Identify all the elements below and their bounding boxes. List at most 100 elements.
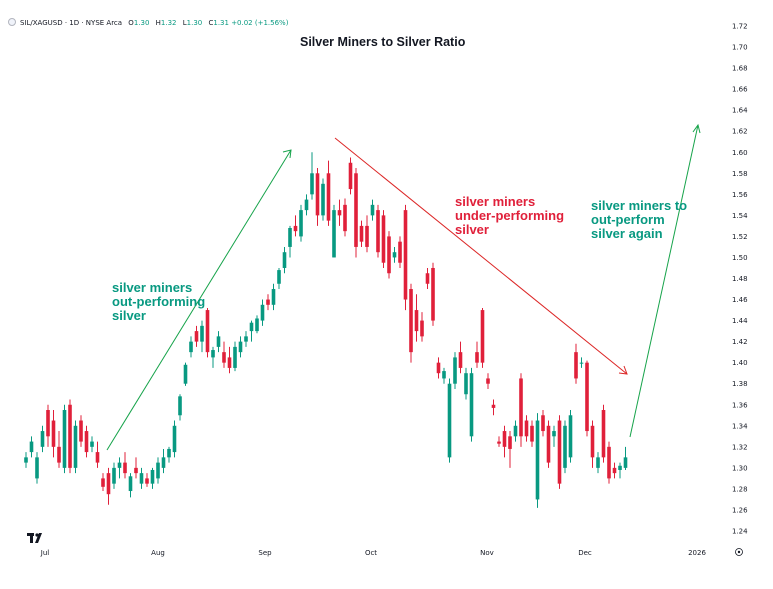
candle bbox=[513, 420, 518, 442]
close-label: C bbox=[208, 19, 214, 27]
candle-body bbox=[568, 415, 573, 458]
candle-body bbox=[304, 199, 309, 211]
candle bbox=[491, 399, 496, 416]
low-value: 1.30 bbox=[186, 19, 203, 27]
candle-body bbox=[546, 425, 551, 463]
candle-body bbox=[29, 441, 34, 453]
candle bbox=[79, 415, 83, 447]
candle-body bbox=[535, 420, 540, 500]
high-value: 1.32 bbox=[160, 19, 177, 27]
annotation-line: under-performing bbox=[455, 208, 565, 223]
candle-body bbox=[519, 378, 523, 437]
candle bbox=[612, 462, 617, 479]
candle bbox=[370, 199, 375, 221]
annotation-line: silver again bbox=[591, 226, 663, 241]
candle-body bbox=[222, 352, 226, 363]
candle-body bbox=[497, 441, 501, 444]
annotation-line: silver bbox=[455, 222, 489, 237]
candle bbox=[425, 267, 430, 290]
candle-body bbox=[178, 396, 182, 416]
candle-body bbox=[62, 410, 67, 468]
candle bbox=[354, 168, 358, 258]
candle bbox=[222, 341, 226, 368]
y-tick-label: 1.68 bbox=[732, 65, 748, 73]
y-tick-label: 1.70 bbox=[732, 44, 748, 52]
candle-body bbox=[238, 341, 243, 353]
candle bbox=[200, 320, 204, 353]
trend-arrows bbox=[106, 123, 701, 451]
candle bbox=[46, 404, 50, 447]
candle-body bbox=[134, 467, 138, 474]
candle-body bbox=[354, 173, 358, 247]
candle bbox=[90, 436, 94, 453]
annotation-underperforming: silver miners under-performing silver bbox=[455, 195, 564, 237]
candles-group bbox=[24, 152, 628, 508]
candle bbox=[508, 431, 512, 468]
candle-body bbox=[469, 373, 474, 437]
candle-body bbox=[315, 173, 320, 216]
candle-body bbox=[343, 204, 347, 232]
candle-body bbox=[579, 362, 584, 364]
candle-body bbox=[73, 425, 78, 468]
candle-body bbox=[596, 457, 600, 468]
candle bbox=[596, 452, 600, 474]
candle-body bbox=[244, 336, 248, 342]
candle-body bbox=[409, 289, 413, 353]
uptrend-arrow-left bbox=[106, 149, 292, 451]
candle-body bbox=[211, 350, 215, 358]
candle bbox=[139, 467, 144, 489]
candle-body bbox=[447, 383, 452, 458]
candle bbox=[557, 415, 562, 489]
candle-body bbox=[79, 420, 83, 442]
candle bbox=[277, 267, 281, 290]
candle-body bbox=[101, 478, 105, 487]
candle-body bbox=[266, 299, 270, 305]
candle bbox=[112, 462, 116, 489]
candle bbox=[480, 307, 485, 368]
candle-body bbox=[40, 431, 45, 447]
candle-body bbox=[46, 410, 50, 437]
candle-body bbox=[167, 448, 171, 458]
candle-body bbox=[216, 336, 221, 347]
candle-body bbox=[601, 410, 606, 458]
candle bbox=[458, 341, 463, 374]
candle-body bbox=[420, 320, 424, 337]
tradingview-logo-icon[interactable] bbox=[27, 532, 45, 546]
candle bbox=[502, 425, 507, 458]
candle-body bbox=[194, 331, 199, 342]
candle bbox=[326, 160, 331, 226]
candle-body bbox=[502, 431, 507, 447]
x-tick-label: Dec bbox=[578, 549, 592, 557]
candle bbox=[359, 220, 364, 247]
y-tick-label: 1.32 bbox=[732, 443, 748, 451]
annotation-line: silver miners bbox=[112, 280, 193, 295]
annotation-line: out-perform bbox=[591, 212, 665, 227]
candle bbox=[266, 294, 270, 311]
candle-body bbox=[106, 473, 111, 495]
open-value: 1.30 bbox=[133, 19, 150, 27]
y-tick-label: 1.48 bbox=[732, 275, 748, 283]
candle bbox=[398, 236, 402, 268]
candle-body bbox=[612, 467, 617, 474]
candle-body bbox=[150, 469, 155, 484]
candle bbox=[211, 346, 215, 368]
candle-body bbox=[491, 404, 496, 408]
candle-body bbox=[277, 270, 281, 284]
settings-icon[interactable] bbox=[735, 548, 743, 556]
candle bbox=[288, 225, 292, 258]
candle bbox=[40, 425, 45, 453]
candle bbox=[282, 246, 287, 274]
candle-body bbox=[68, 404, 72, 468]
candle bbox=[524, 415, 529, 442]
candle-body bbox=[486, 378, 490, 384]
y-tick-label: 1.34 bbox=[732, 422, 748, 430]
candle-body bbox=[557, 420, 562, 484]
low-label: L bbox=[182, 19, 187, 27]
candle bbox=[117, 457, 122, 479]
chart-title: Silver Miners to Silver Ratio bbox=[300, 35, 466, 49]
candle bbox=[24, 452, 28, 468]
y-axis: 1.72 1.70 1.68 1.66 1.64 1.62 1.60 1.58 1.56 1.54… bbox=[732, 23, 748, 536]
candle bbox=[227, 346, 232, 374]
candle bbox=[535, 413, 540, 508]
